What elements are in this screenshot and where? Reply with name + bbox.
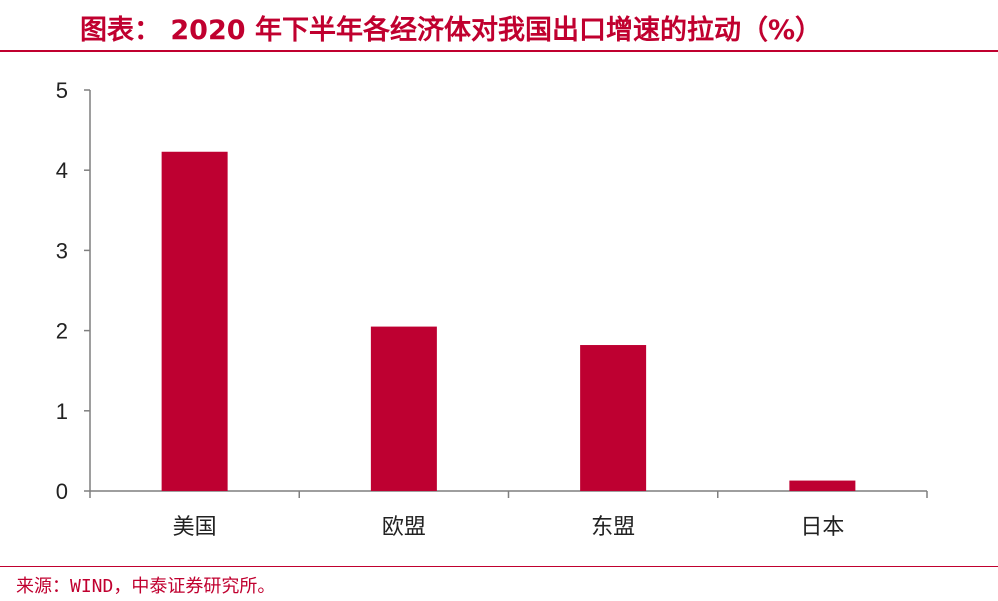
header: 图表： 2020 年下半年各经济体对我国出口增速的拉动（%）	[0, 0, 998, 54]
x-category-label: 欧盟	[382, 515, 426, 540]
x-category-label: 美国	[173, 515, 217, 540]
x-axis: 美国 欧盟 东盟 日本	[89, 490, 928, 540]
bar-4	[789, 480, 856, 491]
bar-1	[161, 151, 228, 491]
y-tick-label: 5	[56, 78, 68, 103]
footer-rule	[0, 566, 998, 567]
header-rule	[0, 50, 998, 52]
y-axis: 0 1 2 3 4 5	[56, 78, 91, 504]
y-tick-label: 2	[56, 319, 68, 344]
y-tick-label: 4	[56, 158, 68, 183]
bar-3	[580, 345, 647, 491]
bars	[161, 151, 856, 491]
chart-title: 图表： 2020 年下半年各经济体对我国出口增速的拉动（%）	[80, 15, 822, 46]
y-tick-label: 3	[56, 238, 68, 263]
x-category-label: 日本	[800, 515, 844, 540]
x-category-label: 东盟	[591, 515, 635, 540]
bar-2	[370, 326, 437, 491]
source-note: 来源：WIND，中泰证券研究所。	[16, 576, 276, 597]
y-tick-label: 0	[56, 479, 68, 504]
y-tick-label: 1	[56, 399, 68, 424]
